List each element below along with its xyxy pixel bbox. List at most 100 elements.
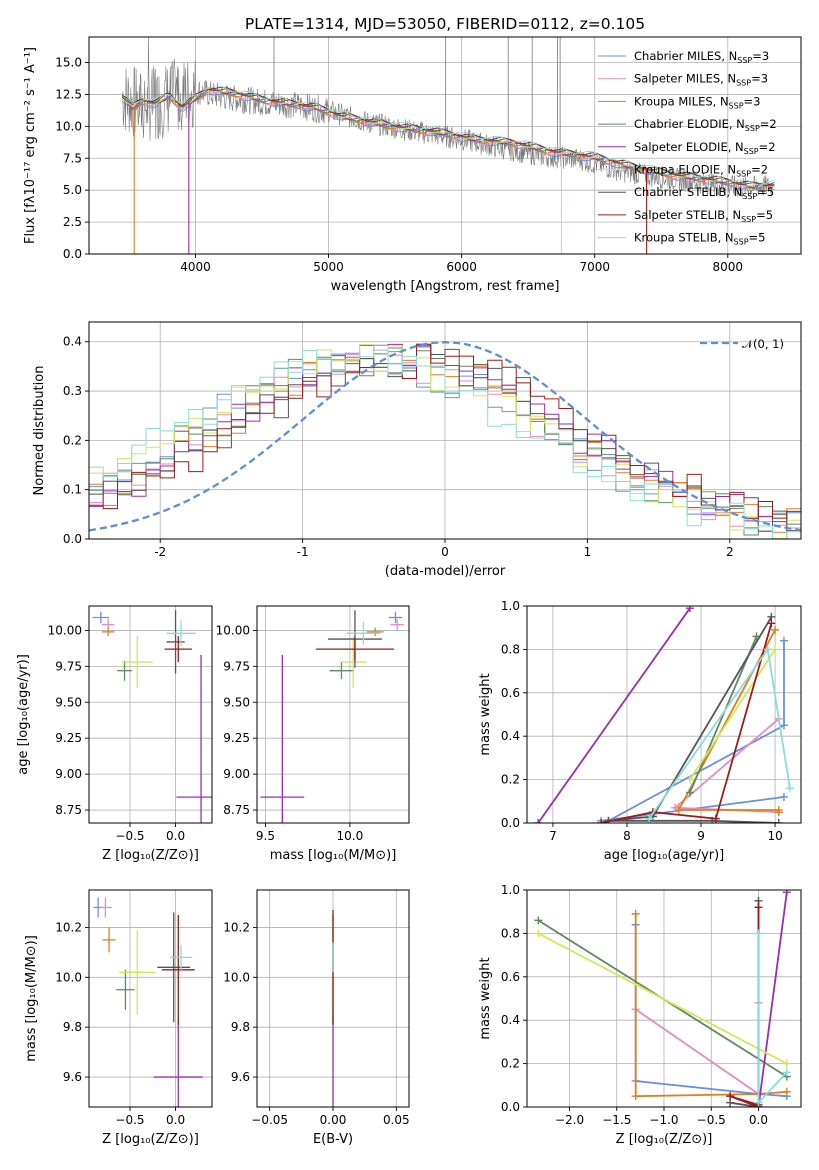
spectrum-frame <box>88 36 802 255</box>
weight_vs_Z-xlabel: Z [log₁₀(Z/Z⊙)] <box>616 1132 713 1147</box>
hist-legend-label: 𝒩(0, 1) <box>742 337 784 351</box>
weight_vs_age-xtick-label: 7 <box>549 829 557 843</box>
residual_hist-ytick-label: 0.4 <box>63 335 82 349</box>
weight_vs_age-ytick-label: 1.0 <box>501 599 520 613</box>
age_vs_mass-xtick-label: 10.0 <box>337 829 364 843</box>
weight-marker <box>782 1059 791 1068</box>
weight-line <box>672 718 780 813</box>
weight_vs_age-ytick-label: 0.0 <box>501 816 520 830</box>
age_vs_Z-ytick-label: 9.00 <box>55 767 82 781</box>
weight_vs_age-xtick-label: 9 <box>697 829 705 843</box>
weight-marker <box>645 814 654 823</box>
weight_vs_age-xtick-label: 8 <box>623 829 631 843</box>
residual_hist-xlabel: (data-model)/error <box>385 564 506 579</box>
weight_vs_Z-xtick-label: −2.0 <box>555 1113 584 1127</box>
weight_vs_Z-ytick-label: 0.4 <box>501 1013 520 1027</box>
spectrum-xlabel: wavelength [Angstrom, rest frame] <box>331 279 560 294</box>
age_vs_Z-xlabel: Z [log₁₀(Z/Z⊙)] <box>102 848 199 863</box>
weight_vs_age-ytick-label: 0.2 <box>501 773 520 787</box>
residual_hist-xtick-label: -1 <box>297 545 309 559</box>
weight_vs_age-ytick-label: 0.8 <box>501 642 520 656</box>
age_vs_mass-ytick-label: 9.25 <box>223 731 250 745</box>
mass_vs_Z-xlabel: Z [log₁₀(Z/Z⊙)] <box>102 1132 199 1147</box>
axes-layer: 4000 5000 6000 7000 80000.02.55.07.510.012.5… <box>16 36 802 1147</box>
legend-label: Chabrier STELIB, NSSP=5 <box>634 185 774 201</box>
mass_vs_ebv-ytick-label: 10.0 <box>223 970 250 984</box>
age_vs_mass-ytick-label: 9.00 <box>223 767 250 781</box>
mass_vs_Z-ytick-label: 9.6 <box>63 1070 82 1084</box>
weight-marker <box>711 814 720 823</box>
mass_vs_Z-xtick-label: −0.5 <box>115 1113 144 1127</box>
spectrum-xtick-label: 6000 <box>446 260 477 274</box>
weight-marker <box>774 819 783 823</box>
weight-marker <box>782 1087 791 1096</box>
weight-marker <box>774 808 783 817</box>
mass_vs_ebv-ytick-label: 10.2 <box>223 920 250 934</box>
weight-marker <box>534 819 543 823</box>
residual_hist-xtick-label: 2 <box>726 545 734 559</box>
legend-label: Kroupa ELODIE, NSSP=2 <box>634 163 768 179</box>
mass_vs_Z-ytick-label: 10.0 <box>55 970 82 984</box>
spectrum-ytick-label: 7.5 <box>63 151 82 165</box>
weight_vs_age-panel: 7 8 9 10 0.0 0.2 0.4 0.6 0.8 1.0 age [log₁₀(age/yr… <box>478 599 802 863</box>
mass_vs_Z-xtick-label: 0.0 <box>166 1113 185 1127</box>
weight-marker <box>754 903 763 912</box>
residual_hist-ylabel: Normed distribution <box>32 366 47 496</box>
spectrum-plot-area <box>121 37 775 254</box>
weight_vs_Z-xtick-label: −1.0 <box>649 1113 678 1127</box>
weight-marker <box>754 1098 763 1107</box>
spectrum-model-line <box>122 88 775 187</box>
residual_hist-xtick-label: 1 <box>584 545 592 559</box>
weight-marker <box>785 784 794 793</box>
weight-marker <box>685 606 694 613</box>
weight_vs_Z-xtick-label: −1.5 <box>602 1113 631 1127</box>
weight_vs_age-ytick-label: 0.4 <box>501 729 520 743</box>
weight-marker <box>771 625 780 634</box>
weight_vs_Z-ytick-label: 0.8 <box>501 926 520 940</box>
legend-label: Salpeter ELODIE, NSSP=2 <box>634 140 776 156</box>
age_vs_mass-plot-area <box>260 610 404 823</box>
weight-marker <box>779 636 788 645</box>
age_vs_mass-panel: 9.5 10.0 8.75 9.00 9.25 9.50 9.75 10.00 mass [lo… <box>216 605 410 863</box>
weight_vs_age-ylabel: mass weight <box>478 673 493 755</box>
weight-line <box>600 623 773 823</box>
residual_hist-ytick-label: 0.3 <box>63 384 82 398</box>
legend-label: Salpeter STELIB, NSSP=5 <box>634 208 773 224</box>
legend-label: Chabrier ELODIE, NSSP=2 <box>634 117 777 133</box>
mass_vs_ebv-ytick-label: 9.6 <box>231 1070 250 1084</box>
histogram-step-line <box>89 349 801 539</box>
age_vs_Z-ylabel: age [log₁₀(age/yr)] <box>16 654 31 775</box>
residual_hist-ytick-label: 0.0 <box>63 532 82 546</box>
age_vs_mass-ytick-label: 10.00 <box>216 623 250 637</box>
weight-line <box>634 913 787 1098</box>
spectrum-xtick-label: 4000 <box>180 260 211 274</box>
weight-marker <box>534 929 543 938</box>
weight-marker <box>767 619 776 628</box>
age_vs_Z-panel: −0.5 0.0 8.75 9.00 9.25 9.50 9.75 10.00 Z [log₁₀… <box>16 605 213 863</box>
spectrum-legend: Chabrier MILES, NSSP=3 Salpeter MILES, NS… <box>598 49 777 247</box>
residual_hist-ytick-label: 0.2 <box>63 433 82 447</box>
mass_vs_ebv-xlabel: E(B-V) <box>313 1132 353 1147</box>
weight-line <box>689 648 776 781</box>
weight-line <box>729 900 760 1107</box>
spectrum-ytick-label: 15.0 <box>55 56 82 70</box>
spectrum-model-line <box>121 87 775 189</box>
weight_vs_Z-panel: −2.0 −1.5 −1.0 −0.5 0.0 0.0 0.2 0.4 0.6 0.8 1.0 Z [… <box>478 883 802 1147</box>
mass_vs_Z-ylabel: mass [log₁₀(M/M⊙)] <box>24 935 39 1062</box>
age_vs_Z-frame <box>88 605 213 824</box>
spectrum-model-line <box>122 86 775 186</box>
weight_vs_Z-ytick-label: 0.0 <box>501 1100 520 1114</box>
residual_hist-xtick-label: 0 <box>441 545 449 559</box>
age_vs_mass-xtick-label: 9.5 <box>256 829 275 843</box>
spectrum-ylabel: Flux [fλ10⁻¹⁷ erg cm⁻² s⁻¹ A⁻¹] <box>23 47 38 244</box>
spectrum-model-line <box>121 88 775 190</box>
age_vs_Z-xtick-label: −0.5 <box>115 829 144 843</box>
weight_vs_Z-xtick-label: 0.0 <box>749 1113 768 1127</box>
weight-line <box>537 607 691 823</box>
weight_vs_Z-ytick-label: 0.6 <box>501 970 520 984</box>
weight-marker <box>685 788 694 797</box>
mass_vs_ebv-xtick-label: −0.05 <box>251 1113 288 1127</box>
residual_hist-xtick-label: -2 <box>154 545 166 559</box>
weight-line <box>689 636 758 793</box>
